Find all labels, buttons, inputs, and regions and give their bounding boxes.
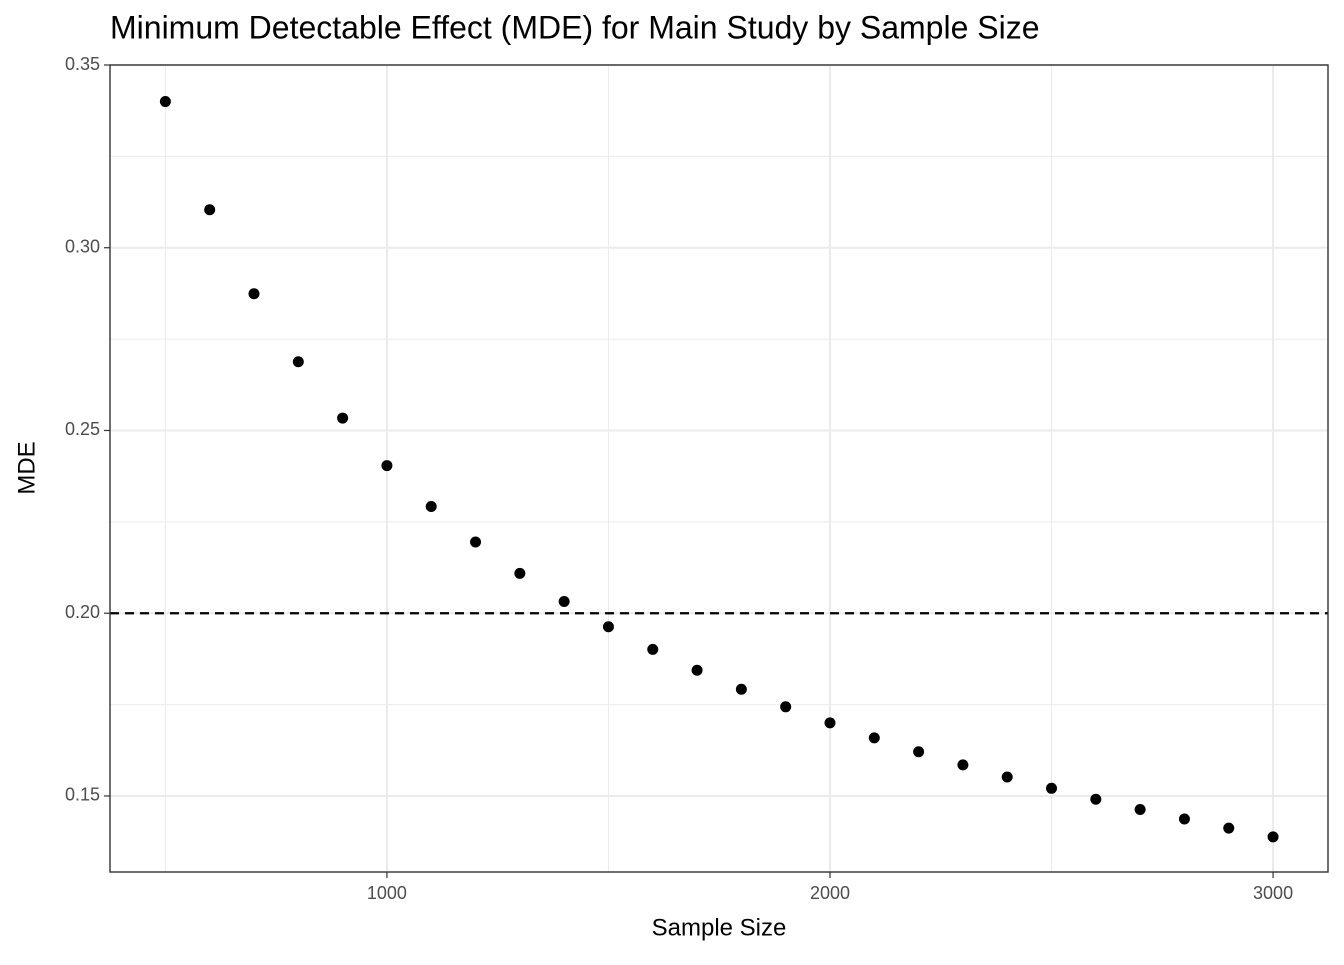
point bbox=[204, 204, 216, 216]
point bbox=[824, 717, 836, 729]
point bbox=[1090, 793, 1102, 805]
point bbox=[514, 567, 526, 579]
x-tick-label: 3000 bbox=[1253, 883, 1293, 903]
y-tick-label: 0.15 bbox=[65, 785, 100, 805]
y-tick-label: 0.20 bbox=[65, 602, 100, 622]
point bbox=[735, 683, 747, 695]
point bbox=[957, 759, 969, 771]
y-tick-label: 0.25 bbox=[65, 419, 100, 439]
x-axis-title: Sample Size bbox=[652, 914, 787, 941]
x-tick-label: 1000 bbox=[367, 883, 407, 903]
point bbox=[1267, 831, 1279, 843]
point bbox=[470, 536, 482, 548]
plot-border bbox=[109, 64, 1329, 873]
point bbox=[381, 460, 393, 472]
point bbox=[558, 596, 570, 608]
point bbox=[1178, 813, 1190, 825]
point bbox=[691, 664, 703, 676]
point bbox=[647, 643, 659, 655]
point bbox=[1001, 771, 1013, 783]
x-tick-label: 2000 bbox=[810, 883, 850, 903]
point bbox=[780, 701, 792, 713]
point bbox=[1134, 804, 1146, 816]
point bbox=[159, 96, 171, 108]
y-tick-label: 0.35 bbox=[65, 54, 100, 74]
y-axis-title: MDE bbox=[13, 441, 40, 494]
point bbox=[1046, 782, 1058, 794]
point bbox=[292, 356, 304, 368]
y-tick-label: 0.30 bbox=[65, 236, 100, 256]
point bbox=[337, 412, 349, 424]
chart-title: Minimum Detectable Effect (MDE) for Main… bbox=[110, 9, 1040, 45]
point bbox=[868, 732, 880, 744]
point bbox=[1223, 822, 1235, 834]
point bbox=[602, 621, 614, 633]
point bbox=[913, 746, 925, 758]
point bbox=[425, 501, 437, 513]
point bbox=[248, 288, 260, 300]
